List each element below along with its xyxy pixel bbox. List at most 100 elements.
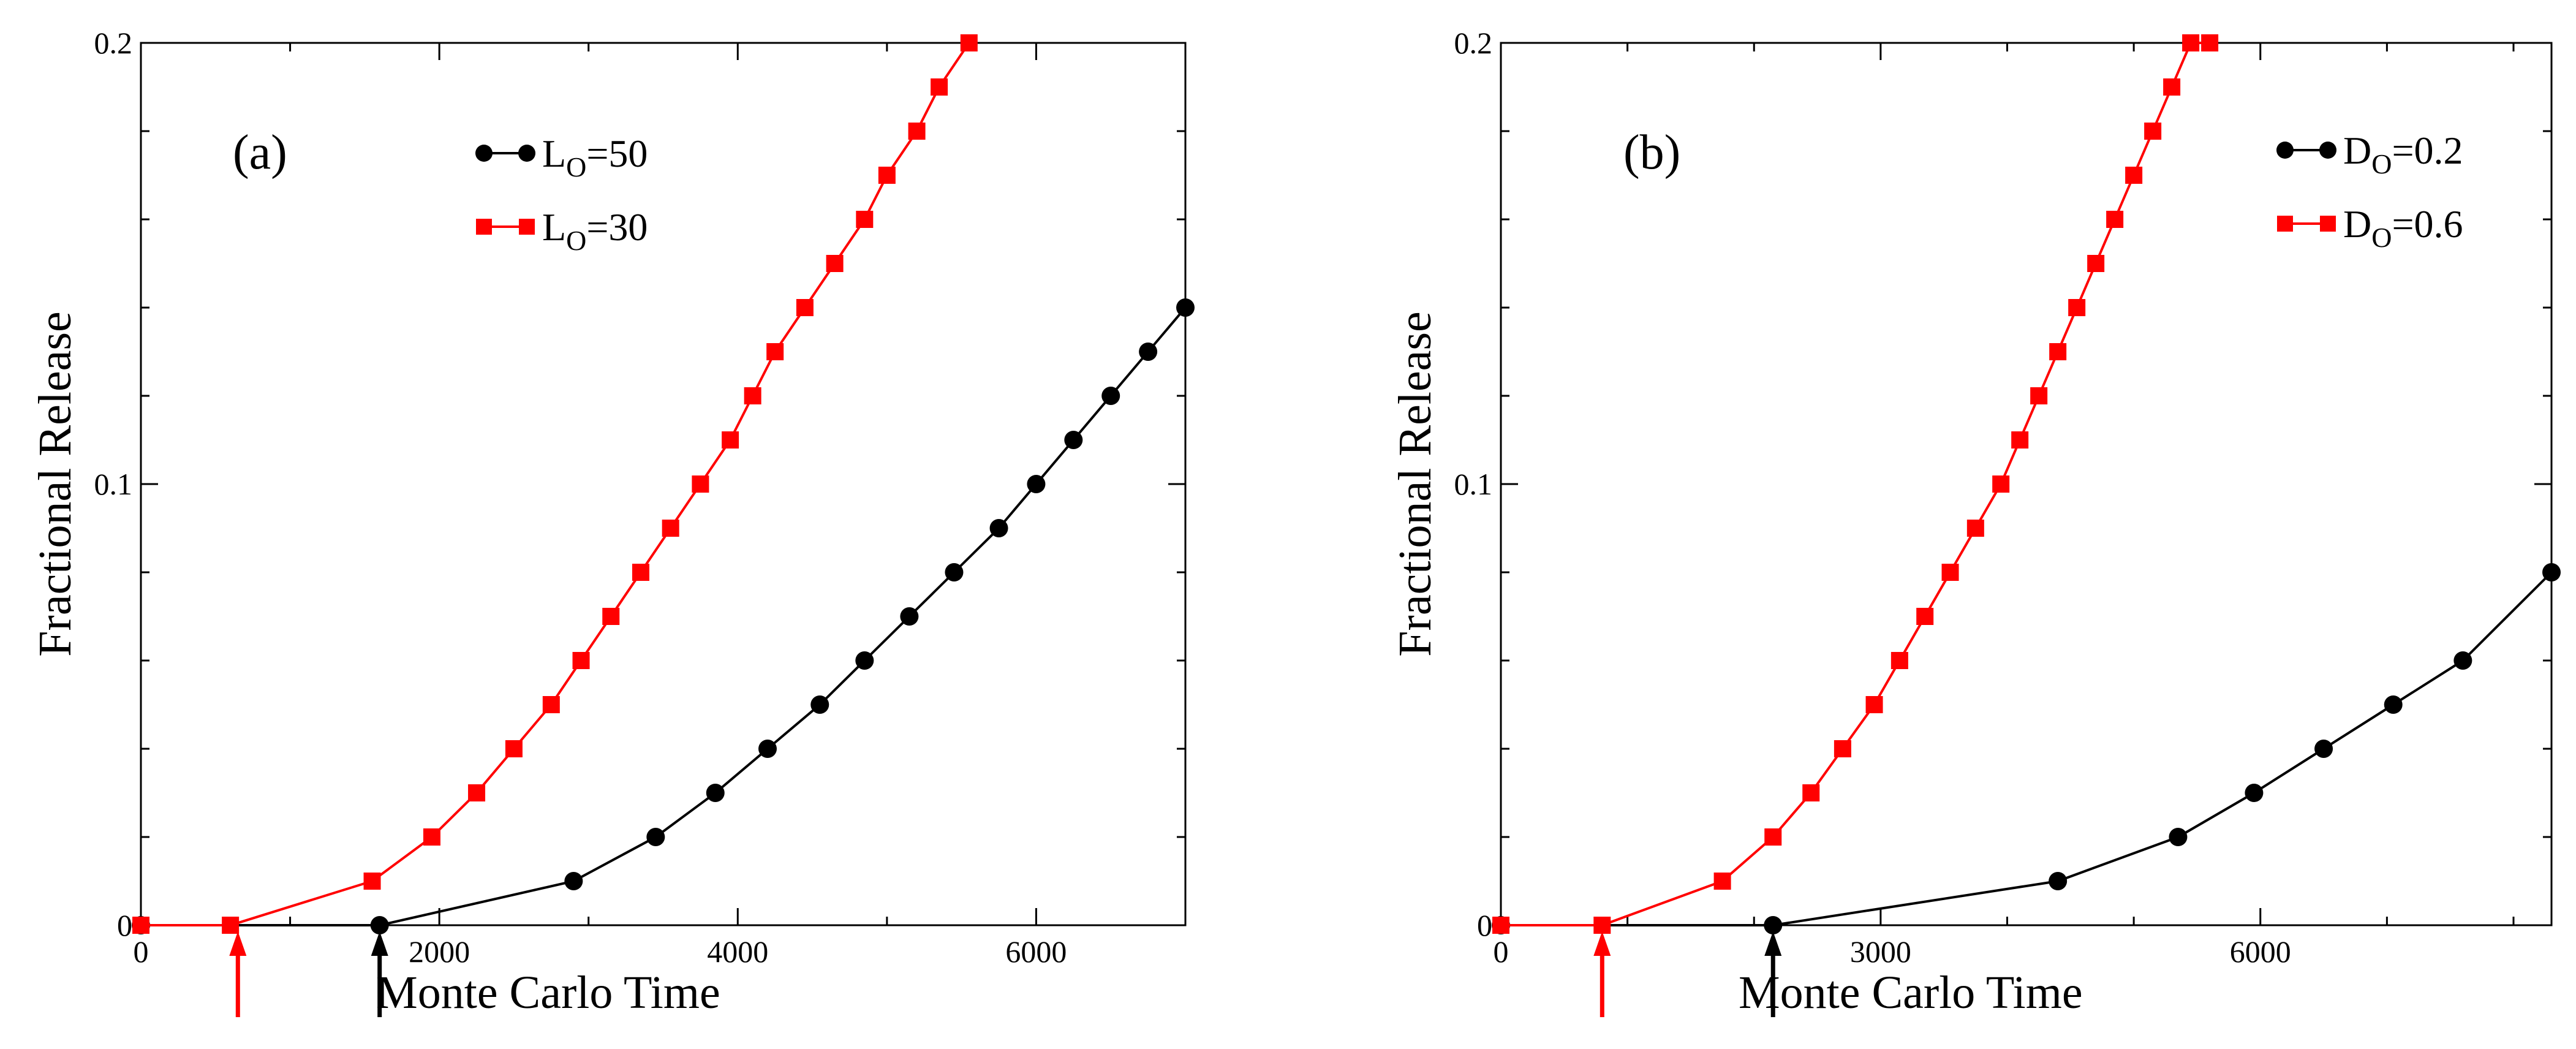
data-point (810, 695, 829, 714)
data-point (1027, 475, 1046, 493)
data-point (960, 34, 978, 51)
x-tick-label: 4000 (707, 934, 768, 969)
data-point (758, 740, 777, 758)
legend-label-main: D (2343, 202, 2371, 246)
x-tick-label: 0 (1494, 934, 1509, 969)
data-point (1492, 917, 1509, 934)
legend-label-subscript: O (566, 151, 586, 183)
legend-entry-1: LO=50 (475, 132, 648, 183)
panel-label: (b) (1623, 126, 1680, 180)
legend-marker (519, 219, 535, 235)
data-point (572, 652, 590, 669)
data-point (1865, 696, 1883, 713)
series-line (141, 42, 970, 926)
data-point (1064, 431, 1083, 449)
x-tick-label: 6000 (1005, 934, 1067, 969)
data-point (2314, 740, 2333, 758)
data-point (931, 78, 948, 96)
x-tick-label: 6000 (2230, 934, 2291, 969)
data-point (722, 431, 739, 449)
y-tick-label: 0.2 (94, 26, 133, 60)
series-1 (1492, 563, 2561, 934)
data-point (855, 651, 874, 670)
y-tick-label: 0.2 (1454, 26, 1493, 60)
legend-label-main: L (542, 132, 566, 175)
arrow-head (1593, 931, 1611, 956)
onset-arrow (1764, 931, 1782, 1017)
data-point (706, 784, 725, 802)
data-point (2068, 299, 2086, 316)
data-point (505, 740, 523, 757)
data-point (2542, 563, 2561, 581)
y-tick-label: 0.1 (94, 467, 133, 501)
data-point (1802, 784, 1820, 801)
data-point (370, 916, 389, 934)
data-point (856, 211, 874, 228)
onset-arrow (1593, 931, 1611, 1017)
x-tick-label: 2000 (409, 934, 470, 969)
data-point (132, 917, 149, 934)
data-point (1593, 917, 1611, 934)
data-point (468, 784, 486, 801)
data-point (1916, 608, 1934, 625)
x-tick-label: 0 (134, 934, 149, 969)
data-point (2011, 431, 2029, 449)
x-axis-label: Monte Carlo Time (376, 967, 720, 1018)
legend-label-main: D (2343, 129, 2371, 172)
data-point (692, 475, 709, 493)
y-tick-label: 0 (117, 908, 132, 942)
arrow-head (229, 931, 247, 956)
data-point (363, 873, 381, 890)
data-point (662, 520, 679, 537)
legend-marker (518, 145, 535, 162)
legend-label-subscript: O (566, 225, 586, 256)
data-point (2087, 255, 2105, 272)
legend-label-rest: =0.6 (2392, 202, 2463, 246)
data-point (989, 519, 1008, 537)
data-point (796, 299, 814, 316)
data-point (2182, 34, 2200, 51)
data-point (1992, 475, 2010, 493)
data-point (766, 343, 784, 360)
legend-label-rest: =30 (586, 205, 648, 249)
data-point (2453, 651, 2472, 670)
series-2 (1492, 34, 2219, 934)
data-point (900, 607, 919, 626)
legend-label: LO=30 (542, 205, 648, 256)
data-point (945, 563, 964, 581)
data-point (1176, 298, 1195, 317)
data-point (1890, 652, 1908, 669)
legend-entry-2: LO=30 (476, 205, 648, 256)
chart-panel-2: 0 3000 6000 0 0.1 0.2 Monte Carlo Time Fraction… (1389, 26, 2561, 1018)
data-point (1834, 740, 1851, 757)
series-1 (132, 298, 1195, 934)
data-point (1966, 520, 1984, 537)
data-point (2049, 343, 2067, 360)
series-line (1501, 42, 2210, 926)
y-tick-label: 0 (1477, 908, 1492, 942)
data-point (1941, 564, 1959, 581)
x-tick-label: 3000 (1850, 934, 1911, 969)
data-point (908, 123, 926, 140)
legend-label-main: L (542, 205, 566, 249)
y-axis-label: Fractional Release (1389, 311, 1441, 656)
legend-label: DO=0.6 (2343, 202, 2463, 253)
data-point (2163, 78, 2181, 96)
legend-label-subscript: O (2371, 222, 2392, 253)
data-point (2030, 387, 2048, 404)
legend-entry-2: DO=0.6 (2277, 202, 2463, 253)
data-point (1101, 387, 1120, 405)
chart-panel-1: 0 2000 4000 6000 0 0.1 0.2 Monte Carlo Time Frac… (29, 26, 1195, 1018)
data-point (564, 872, 583, 890)
data-point (878, 167, 896, 184)
series-line (141, 306, 1187, 926)
data-point (423, 828, 440, 846)
data-point (1713, 873, 1731, 890)
series-2 (132, 34, 978, 934)
legend-marker (2319, 142, 2336, 159)
legend-entry-1: DO=0.2 (2276, 129, 2463, 180)
legend-marker (476, 219, 492, 235)
data-point (826, 255, 844, 272)
data-point (1139, 343, 1158, 361)
